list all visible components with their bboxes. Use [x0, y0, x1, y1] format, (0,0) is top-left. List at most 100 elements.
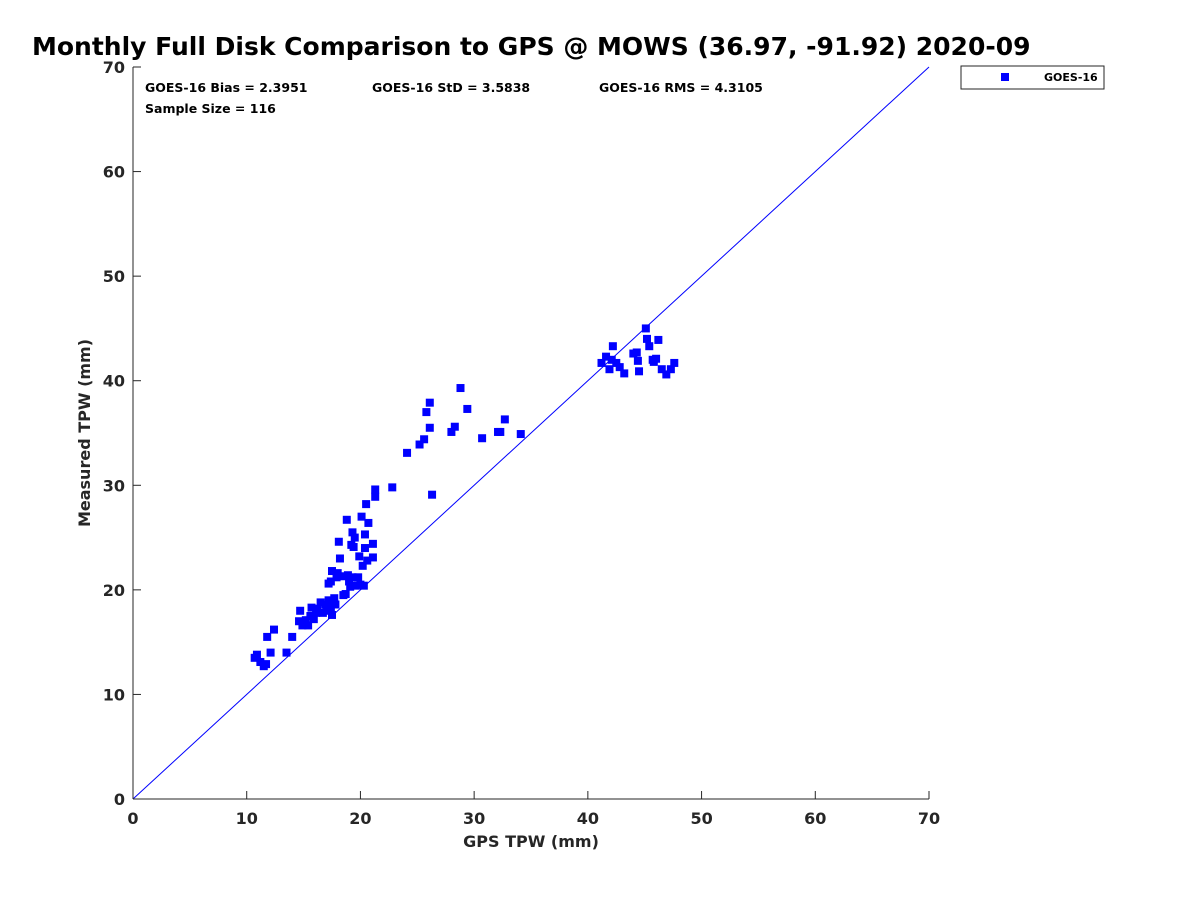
data-point	[342, 515, 351, 524]
data-point	[326, 603, 335, 612]
data-point	[307, 603, 316, 612]
data-point	[635, 367, 644, 376]
data-point	[447, 427, 456, 436]
data-point	[368, 539, 377, 548]
one-to-one-line	[132, 66, 930, 800]
data-point	[282, 648, 291, 657]
sample-size-stat: Sample Size = 116	[145, 101, 276, 116]
data-point	[360, 544, 369, 553]
data-point	[362, 500, 371, 509]
data-point	[304, 621, 313, 630]
data-point	[348, 528, 357, 537]
rms-stat: GOES-16 RMS = 4.3105	[599, 80, 763, 95]
data-point	[422, 408, 431, 417]
data-point	[632, 348, 641, 357]
x-tick-label: 40	[577, 809, 599, 828]
data-point	[602, 352, 611, 361]
data-point	[252, 650, 261, 659]
data-point	[425, 423, 434, 432]
data-point	[450, 422, 459, 431]
data-point	[607, 355, 616, 364]
data-point	[301, 616, 310, 625]
legend-marker	[1001, 73, 1009, 81]
data-point	[331, 600, 340, 609]
y-tick-label: 0	[114, 790, 125, 809]
x-tick-label: 0	[127, 809, 138, 828]
data-point	[605, 365, 614, 374]
data-point	[348, 573, 357, 582]
bias-stat: GOES-16 Bias = 2.3951	[145, 80, 307, 95]
data-point	[420, 435, 429, 444]
data-point	[641, 324, 650, 333]
data-point	[670, 358, 679, 367]
data-point	[333, 569, 342, 578]
data-point	[296, 606, 305, 615]
y-tick-label: 70	[103, 58, 125, 77]
data-point	[346, 582, 355, 591]
data-point	[403, 448, 412, 457]
y-tick-label: 40	[103, 372, 125, 391]
legend: GOES-16	[960, 65, 1105, 90]
data-point	[597, 358, 606, 367]
data-point	[371, 485, 380, 494]
data-point	[425, 398, 434, 407]
data-point	[456, 384, 465, 393]
data-point	[321, 600, 330, 609]
data-point	[309, 615, 318, 624]
data-point	[330, 594, 339, 603]
data-point	[496, 427, 505, 436]
y-tick-label: 10	[103, 685, 125, 704]
data-point	[266, 648, 275, 657]
data-points-layer	[250, 324, 679, 671]
y-ticks: 0 10 20 30 40 50 60 70	[103, 58, 141, 809]
data-point	[335, 554, 344, 563]
data-point	[654, 335, 663, 344]
data-point	[343, 571, 352, 580]
data-point	[371, 492, 380, 501]
data-point	[478, 434, 487, 443]
std-stat: GOES-16 StD = 3.5838	[372, 80, 530, 95]
data-point	[351, 581, 360, 590]
data-point	[288, 632, 297, 641]
data-point	[263, 632, 272, 641]
data-point	[270, 625, 279, 634]
data-point	[262, 660, 271, 669]
data-point	[338, 572, 347, 581]
x-tick-label: 60	[804, 809, 826, 828]
x-ticks: 0 10 20 30 40 50 60 70	[127, 791, 940, 828]
data-point	[633, 356, 642, 365]
axes	[132, 67, 929, 800]
data-point	[345, 577, 354, 586]
y-tick-label: 20	[103, 581, 125, 600]
data-point	[645, 342, 654, 351]
data-point	[328, 567, 336, 576]
data-point	[388, 483, 397, 492]
data-point	[620, 369, 629, 378]
data-point	[357, 512, 366, 521]
reference-line-layer	[132, 66, 930, 800]
data-point	[612, 358, 621, 367]
data-point	[516, 430, 525, 439]
data-point	[666, 365, 675, 374]
y-tick-label: 50	[103, 267, 125, 286]
data-point	[359, 581, 368, 590]
data-point	[355, 552, 364, 561]
data-point	[615, 363, 624, 372]
data-point	[256, 658, 265, 667]
data-point	[324, 596, 333, 605]
x-axis-label: GPS TPW (mm)	[463, 832, 599, 851]
data-point	[652, 354, 661, 363]
y-tick-label: 30	[103, 476, 125, 495]
data-point	[312, 608, 321, 617]
data-point	[463, 404, 472, 413]
data-point	[662, 370, 671, 379]
data-point	[358, 561, 367, 570]
data-point	[642, 334, 651, 343]
data-point	[349, 542, 358, 551]
x-tick-label: 70	[918, 809, 940, 828]
data-point	[295, 617, 304, 626]
x-tick-label: 30	[463, 809, 485, 828]
data-point	[341, 590, 350, 599]
x-tick-label: 50	[690, 809, 712, 828]
